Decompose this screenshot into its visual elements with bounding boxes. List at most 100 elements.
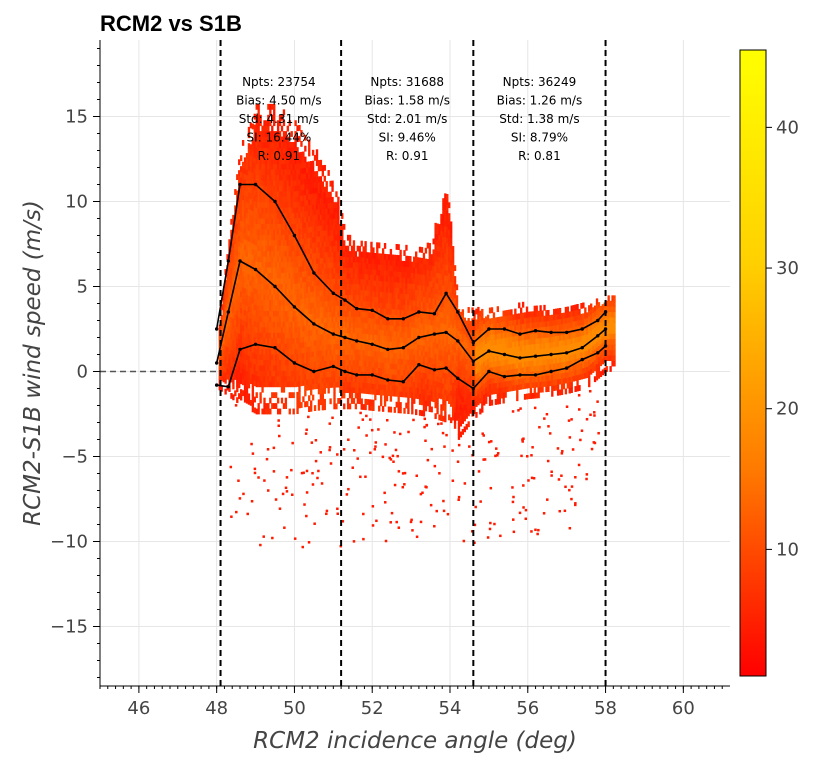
- density-cell: [308, 242, 311, 249]
- density-cell: [426, 297, 430, 303]
- density-cell: [306, 384, 309, 391]
- density-cell: [282, 256, 286, 263]
- density-cell: [300, 255, 303, 262]
- density-cell: [296, 304, 299, 311]
- density-cell: [446, 346, 449, 353]
- density-cell: [434, 282, 437, 289]
- density-cell: [504, 337, 507, 344]
- density-cell: [240, 269, 243, 276]
- density-cell: [451, 273, 455, 280]
- density-cell: [292, 256, 295, 263]
- density-cell: [494, 360, 498, 367]
- density-cell: [434, 293, 437, 300]
- density-cell: [245, 376, 249, 382]
- density-cell: [448, 381, 451, 388]
- density-cell: [403, 326, 406, 333]
- density-cell: [475, 363, 478, 369]
- density-cell: [393, 368, 396, 375]
- density-cell: [292, 174, 295, 181]
- density-cell: [424, 356, 428, 363]
- density-cell: [243, 380, 247, 387]
- density-cell: [451, 349, 455, 356]
- density-cell: [345, 381, 348, 388]
- density-cell: [481, 325, 484, 332]
- density-cell: [418, 268, 422, 275]
- density-cell: [409, 299, 412, 306]
- density-cell: [401, 336, 404, 343]
- density-cell: [257, 163, 260, 170]
- density-cell: [271, 114, 274, 121]
- density-cell: [457, 352, 461, 359]
- density-cell: [378, 275, 381, 281]
- density-cell: [380, 384, 383, 390]
- density-cell: [453, 276, 457, 282]
- density-cell: [232, 214, 235, 221]
- density-cell: [444, 362, 447, 368]
- density-cell: [459, 349, 463, 356]
- density-cell: [341, 272, 344, 279]
- density-cell: [442, 317, 445, 324]
- density-cell: [245, 359, 249, 366]
- density-cell: [302, 341, 305, 348]
- density-cell: [356, 387, 360, 393]
- density-cell: [341, 316, 344, 323]
- density-cell: [321, 230, 325, 237]
- density-cell: [335, 370, 338, 377]
- density-cell: [240, 307, 243, 314]
- density-cell: [325, 306, 328, 313]
- density-cell: [306, 183, 309, 190]
- density-cell: [420, 317, 424, 324]
- density-cell: [282, 337, 286, 344]
- density-cell: [257, 261, 260, 268]
- density-cell: [453, 286, 457, 293]
- density-cell: [261, 218, 264, 224]
- density-cell: [263, 250, 266, 257]
- density-cell: [286, 288, 290, 295]
- density-cell: [251, 275, 255, 282]
- density-cell: [275, 359, 278, 366]
- density-cell: [337, 316, 340, 323]
- density-cell: [364, 382, 367, 389]
- density-cell: [241, 178, 245, 184]
- density-cell: [278, 212, 282, 219]
- density-cell: [486, 390, 490, 397]
- density-cell: [455, 295, 459, 302]
- density-cell: [321, 388, 325, 394]
- density-cell: [253, 309, 256, 316]
- density-cell: [240, 171, 243, 178]
- density-cell: [253, 336, 256, 343]
- density-cell: [321, 290, 325, 297]
- density-cell: [393, 265, 396, 272]
- density-cell: [259, 147, 262, 154]
- density-cell: [399, 391, 402, 398]
- density-cell: [327, 382, 330, 389]
- density-cell: [280, 229, 284, 235]
- density-cell: [321, 360, 325, 367]
- density-cell: [298, 228, 301, 235]
- density-cell: [269, 136, 272, 143]
- density-cell: [463, 317, 466, 324]
- density-cell: [376, 323, 379, 330]
- density-cell: [276, 229, 280, 235]
- density-cell: [241, 357, 245, 364]
- density-cell: [481, 341, 484, 348]
- density-cell: [335, 327, 338, 334]
- density-cell: [310, 340, 313, 347]
- density-cell: [459, 355, 463, 362]
- density-cell: [267, 229, 270, 235]
- density-cell: [269, 152, 272, 159]
- density-cell: [261, 316, 264, 322]
- density-cell: [296, 212, 299, 219]
- density-cell: [278, 408, 282, 415]
- density-cell: [442, 355, 445, 362]
- density-cell: [296, 157, 299, 164]
- density-cell: [251, 232, 255, 239]
- density-cell: [424, 307, 428, 314]
- density-cell: [376, 280, 379, 287]
- density-cell: [327, 257, 330, 263]
- density-cell: [356, 349, 360, 355]
- density-cell: [300, 233, 303, 240]
- density-cell: [327, 333, 330, 340]
- density-cell: [440, 393, 443, 400]
- density-cell: [308, 330, 311, 336]
